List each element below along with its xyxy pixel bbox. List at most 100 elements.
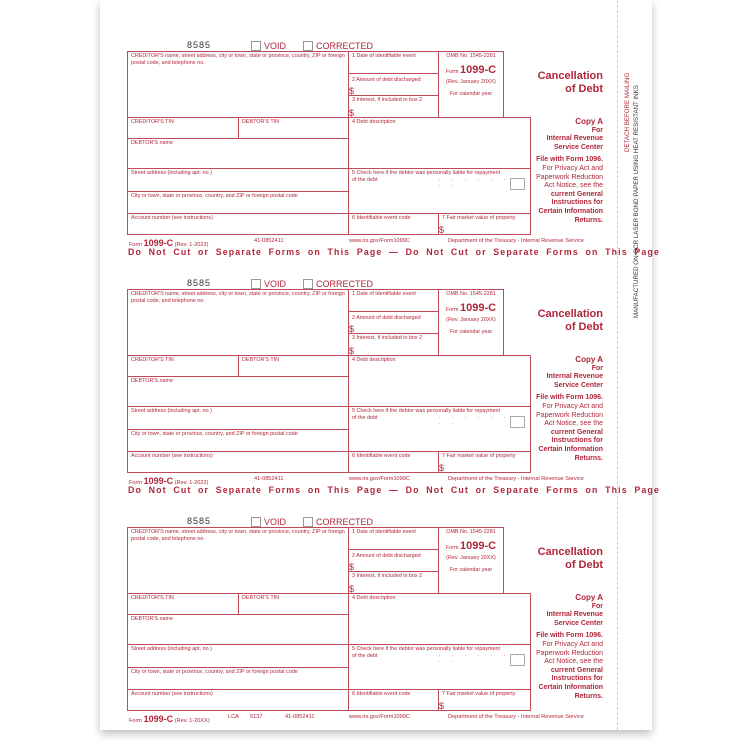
field-label: 4 Debt description — [352, 119, 396, 125]
field-label: CREDITOR'S TIN — [131, 357, 174, 363]
box7-fair-market-value-field[interactable]: 7 Fair market value of property $ — [438, 451, 531, 473]
void-checkbox[interactable] — [251, 41, 261, 51]
debtor-name-field[interactable]: DEBTOR'S name — [127, 614, 349, 645]
account-number-field[interactable]: Account number (see instructions) — [127, 451, 349, 473]
box4-debt-description-field[interactable]: 4 Debt description — [348, 117, 531, 169]
box2-amount-field[interactable]: 2 Amount of debt discharged $ — [348, 311, 439, 334]
field-label: City or town, state or province, country… — [131, 193, 298, 199]
box3-interest-field[interactable]: 3 Interest, if included in box 2 $ — [348, 571, 439, 594]
corrected-checkbox[interactable] — [303, 41, 313, 51]
form-name: 1099-C — [143, 714, 174, 724]
form-word: Form — [129, 242, 143, 248]
street-address-field[interactable]: Street address (including apt. no.) — [127, 406, 349, 430]
footer-ein: 41-0852411 — [285, 714, 315, 720]
box1-date-field[interactable]: 1 Date of identifiable event — [348, 51, 439, 74]
debtor-name-field[interactable]: DEBTOR'S name — [127, 376, 349, 407]
copy-text: Act Notice, see the — [544, 420, 603, 428]
corrected-label: CORRECTED — [316, 517, 374, 527]
box5-liable-field: 5 Check here if the debtor was personall… — [348, 168, 531, 214]
corrected-checkbox[interactable] — [303, 279, 313, 289]
street-address-field[interactable]: Street address (including apt. no.) — [127, 644, 349, 668]
city-field[interactable]: City or town, state or province, country… — [127, 191, 349, 214]
form-name: 1099-C — [460, 63, 497, 76]
copy-text: Returns. — [574, 216, 603, 224]
box7-fair-market-value-field[interactable]: 7 Fair market value of property $ — [438, 213, 531, 235]
account-number-field[interactable]: Account number (see instructions) — [127, 213, 349, 235]
corrected-label: CORRECTED — [316, 41, 374, 51]
void-checkbox[interactable] — [251, 279, 261, 289]
box3-interest-field[interactable]: 3 Interest, if included in box 2 $ — [348, 333, 439, 356]
box2-amount-field[interactable]: 2 Amount of debt discharged $ — [348, 73, 439, 96]
title-line: of Debt — [565, 83, 603, 95]
corrected-checkbox[interactable] — [303, 517, 313, 527]
box7-fair-market-value-field[interactable]: 7 Fair market value of property $ — [438, 689, 531, 711]
leader-dots: . . . . . . . . . — [439, 652, 524, 664]
form-title: Cancellation of Debt — [538, 546, 603, 572]
copy-text: Returns. — [574, 692, 603, 700]
dollar-sign: $ — [439, 463, 445, 473]
calendar-year-label: For calendar year — [449, 90, 493, 97]
omb-box: OMB No. 1545-2281 Form 1099-C (Rev. Janu… — [438, 527, 504, 594]
box6-event-code-field[interactable]: 6 Identifiable event code — [348, 213, 439, 235]
dollar-sign: $ — [349, 86, 355, 96]
copy-text: Certain Information — [538, 683, 603, 691]
form-word: Form — [445, 68, 459, 75]
account-number-field[interactable]: Account number (see instructions) — [127, 689, 349, 711]
creditor-name-field[interactable]: CREDITOR'S name, street address, city or… — [127, 51, 349, 118]
creditor-name-field[interactable]: CREDITOR'S name, street address, city or… — [127, 289, 349, 356]
form-title: Cancellation of Debt — [538, 308, 603, 334]
street-address-field[interactable]: Street address (including apt. no.) — [127, 168, 349, 192]
field-label: CREDITOR'S name, street address, city or… — [131, 529, 345, 542]
field-label: 7 Fair market value of property — [442, 215, 516, 221]
copy-text: Internal Revenue — [546, 611, 603, 619]
dollar-sign: $ — [349, 584, 355, 594]
box1-date-field[interactable]: 1 Date of identifiable event — [348, 289, 439, 312]
copy-text: Instructions for — [551, 199, 603, 207]
debtor-tin-field[interactable]: DEBTOR'S TIN — [238, 117, 349, 139]
manufactured-notice: MANUFACTURED ON OCR LASER BOND PAPER USI… — [633, 85, 640, 318]
box1-date-field[interactable]: 1 Date of identifiable event — [348, 527, 439, 550]
copy-text: Paperwork Reduction — [536, 411, 603, 419]
box6-event-code-field[interactable]: 6 Identifiable event code — [348, 451, 439, 473]
box4-debt-description-field[interactable]: 4 Debt description — [348, 593, 531, 645]
revision-date: (Rev. January 20XX) — [446, 78, 496, 85]
box5-checkbox[interactable] — [510, 416, 525, 428]
copy-a-label: Copy A — [575, 355, 603, 364]
debtor-tin-field[interactable]: DEBTOR'S TIN — [238, 355, 349, 377]
creditor-tin-field[interactable]: CREDITOR'S TIN — [127, 117, 239, 139]
copy-text: Certain Information — [538, 445, 603, 453]
form-word: Form — [129, 718, 143, 724]
debtor-name-field[interactable]: DEBTOR'S name — [127, 138, 349, 169]
box5-checkbox[interactable] — [510, 178, 525, 190]
footer-form-id: Form 1099-C (Rev. 1-2022) — [129, 238, 209, 248]
field-label: DEBTOR'S name — [131, 616, 173, 622]
footer-ein: 41-0852411 — [254, 476, 284, 482]
city-field[interactable]: City or town, state or province, country… — [127, 429, 349, 452]
omb-box: OMB No. 1545-2281 Form 1099-C (Rev. Janu… — [438, 51, 504, 118]
creditor-tin-field[interactable]: CREDITOR'S TIN — [127, 355, 239, 377]
field-label: 1 Date of identifiable event — [352, 291, 416, 297]
field-label: DEBTOR'S name — [131, 378, 173, 384]
field-label: 2 Amount of debt discharged — [352, 553, 421, 559]
form-number: 8585 — [187, 278, 212, 288]
debtor-tin-field[interactable]: DEBTOR'S TIN — [238, 593, 349, 615]
copy-text: Paperwork Reduction — [536, 649, 603, 657]
form-word: Form — [445, 306, 459, 313]
copy-text: Instructions for — [551, 437, 603, 445]
field-label: Street address (including apt. no.) — [131, 408, 212, 414]
city-field[interactable]: City or town, state or province, country… — [127, 667, 349, 690]
dollar-sign: $ — [439, 701, 445, 711]
creditor-name-field[interactable]: CREDITOR'S name, street address, city or… — [127, 527, 349, 594]
copy-text: For Privacy Act and — [542, 640, 603, 648]
box3-interest-field[interactable]: 3 Interest, if included in box 2 $ — [348, 95, 439, 118]
box4-debt-description-field[interactable]: 4 Debt description — [348, 355, 531, 407]
creditor-tin-field[interactable]: CREDITOR'S TIN — [127, 593, 239, 615]
perforation-line — [617, 0, 618, 730]
form-1099c-copy: 8585 VOID CORRECTED CREDITOR'S name, str… — [127, 516, 603, 742]
void-checkbox[interactable] — [251, 517, 261, 527]
box6-event-code-field[interactable]: 6 Identifiable event code — [348, 689, 439, 711]
detach-notice: DETACH BEFORE MAILING — [624, 72, 631, 152]
box5-checkbox[interactable] — [510, 654, 525, 666]
box2-amount-field[interactable]: 2 Amount of debt discharged $ — [348, 549, 439, 572]
copy-text: Paperwork Reduction — [536, 173, 603, 181]
